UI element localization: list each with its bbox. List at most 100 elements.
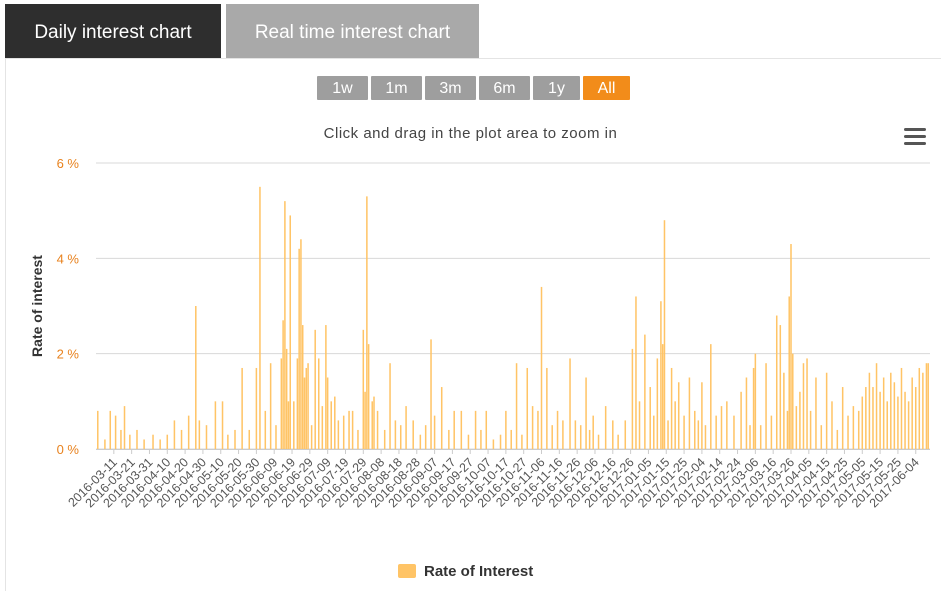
bar	[836, 429, 839, 449]
bar	[285, 348, 288, 449]
bar	[775, 315, 778, 449]
bar	[104, 439, 106, 449]
tab-real-time-interest[interactable]: Real time interest chart	[226, 4, 479, 59]
bar	[649, 387, 651, 449]
bar	[264, 410, 267, 449]
bar	[592, 415, 594, 449]
bar	[109, 410, 112, 449]
bar	[467, 434, 470, 449]
bar	[617, 434, 619, 449]
bar	[704, 425, 707, 449]
bar	[510, 429, 512, 449]
bar	[334, 396, 336, 449]
range-button-3m[interactable]: 3m	[425, 76, 476, 100]
bar	[624, 420, 627, 449]
bar	[366, 196, 368, 449]
bar	[314, 329, 316, 449]
bar	[745, 377, 748, 449]
bar	[152, 434, 154, 449]
bar	[694, 410, 696, 449]
bar	[914, 387, 917, 449]
bar	[715, 415, 717, 449]
bar	[562, 420, 564, 449]
bar	[749, 425, 751, 449]
bar	[579, 425, 582, 449]
range-button-6m[interactable]: 6m	[479, 76, 530, 100]
bar	[752, 367, 755, 449]
bar	[412, 420, 414, 449]
bar	[754, 353, 757, 449]
bar	[841, 387, 844, 449]
bar	[551, 425, 553, 449]
bar	[918, 367, 921, 449]
bar	[307, 363, 309, 449]
bar	[180, 429, 183, 449]
range-button-1y[interactable]: 1y	[533, 76, 580, 100]
bar	[656, 358, 659, 449]
bar	[925, 363, 928, 449]
bar	[631, 348, 634, 449]
range-button-1w[interactable]: 1w	[317, 76, 368, 100]
bar	[259, 186, 261, 450]
bar	[166, 434, 169, 449]
bar	[453, 410, 455, 449]
bar	[480, 429, 482, 449]
y-axis-title: Rate of interest	[29, 255, 45, 357]
bar	[788, 296, 790, 449]
bar	[280, 358, 283, 449]
tab-daily-interest[interactable]: Daily interest chart	[5, 4, 221, 59]
bar	[526, 367, 529, 449]
bar	[661, 344, 664, 449]
bar	[405, 406, 407, 449]
bar	[677, 382, 680, 449]
bar	[644, 334, 646, 449]
bar	[234, 429, 236, 449]
bar	[364, 391, 366, 449]
y-tick-label: 4 %	[57, 251, 80, 266]
bar	[214, 401, 217, 449]
bar	[635, 296, 637, 449]
bar	[531, 406, 534, 449]
bar	[248, 429, 251, 449]
bar	[882, 377, 885, 449]
bar	[852, 406, 855, 449]
bar	[282, 320, 284, 449]
bar	[394, 420, 397, 449]
bar	[820, 425, 823, 449]
bar	[697, 420, 700, 449]
bar	[383, 429, 386, 449]
bar	[809, 410, 812, 449]
bar	[195, 306, 197, 449]
bar	[303, 377, 306, 449]
bar	[904, 391, 906, 449]
bar	[806, 358, 808, 449]
hamburger-menu-icon[interactable]	[904, 128, 926, 146]
bar	[831, 401, 833, 449]
bar	[537, 410, 539, 449]
bar	[362, 329, 365, 449]
bar	[868, 372, 871, 449]
bar	[670, 367, 673, 449]
bar	[419, 434, 422, 449]
bar	[922, 372, 924, 449]
bar	[474, 410, 477, 449]
bar	[371, 401, 373, 449]
bar	[440, 387, 443, 449]
bar	[430, 339, 432, 449]
bar	[521, 434, 523, 449]
bar	[505, 410, 507, 449]
bar	[136, 429, 138, 449]
range-button-1m[interactable]: 1m	[371, 76, 422, 100]
range-button-all[interactable]: All	[583, 76, 630, 100]
bar	[198, 420, 201, 449]
bar	[825, 372, 828, 449]
bar	[574, 420, 577, 449]
bar	[448, 429, 450, 449]
bar	[792, 353, 794, 449]
y-tick-label: 6 %	[57, 156, 80, 171]
bar	[205, 425, 208, 449]
bar	[129, 434, 131, 449]
bar	[786, 410, 789, 449]
bar	[485, 410, 488, 449]
